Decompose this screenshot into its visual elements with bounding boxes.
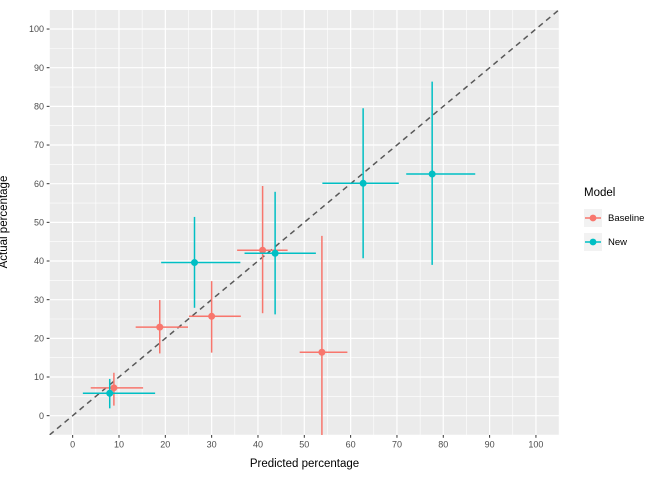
y-tick-label: 80: [34, 102, 44, 112]
x-axis-title: Predicted percentage: [249, 458, 360, 470]
legend-title: Model: [584, 187, 616, 199]
x-tick-label: 80: [438, 440, 448, 450]
y-tick-label: 60: [34, 179, 44, 189]
x-tick-label: 0: [70, 440, 75, 450]
data-point[interactable]: [359, 179, 367, 187]
x-tick-label: 100: [528, 440, 543, 450]
legend-label-baseline: Baseline: [608, 212, 645, 224]
data-point[interactable]: [271, 249, 279, 257]
data-point[interactable]: [428, 170, 436, 178]
y-tick-label: 50: [34, 218, 44, 228]
x-tick-label: 40: [253, 440, 263, 450]
legend-entry-new[interactable]: New: [584, 233, 644, 251]
pointrange-key-icon: [584, 209, 602, 227]
x-tick-label: 20: [160, 440, 170, 450]
data-point[interactable]: [318, 348, 326, 356]
data-point[interactable]: [110, 384, 118, 392]
y-tick-label: 100: [29, 24, 44, 34]
y-tick-label: 40: [34, 256, 44, 266]
data-point[interactable]: [106, 389, 114, 397]
x-tick-label: 70: [392, 440, 402, 450]
x-tick-label: 50: [299, 440, 309, 450]
x-tick-label: 60: [346, 440, 356, 450]
pointrange-key-icon: [584, 233, 602, 251]
legend-entry-baseline[interactable]: Baseline: [584, 209, 644, 227]
identity-reference-line: [49, 9, 560, 435]
y-tick-label: 90: [34, 63, 44, 73]
x-tick-label: 30: [207, 440, 217, 450]
y-tick-label: 70: [34, 140, 44, 150]
data-point[interactable]: [156, 323, 164, 331]
data-point[interactable]: [191, 259, 199, 267]
data-point[interactable]: [259, 246, 267, 254]
y-tick-label: 0: [39, 411, 44, 421]
legend: Model Baseline New: [584, 187, 644, 257]
x-tick-label: 90: [485, 440, 495, 450]
y-tick-label: 30: [34, 295, 44, 305]
x-tick-label: 10: [114, 440, 124, 450]
y-axis-title: Actual percentage: [0, 175, 10, 269]
legend-label-new: New: [608, 236, 628, 248]
y-tick-label: 10: [34, 372, 44, 382]
y-tick-label: 20: [34, 334, 44, 344]
data-point[interactable]: [208, 312, 216, 320]
